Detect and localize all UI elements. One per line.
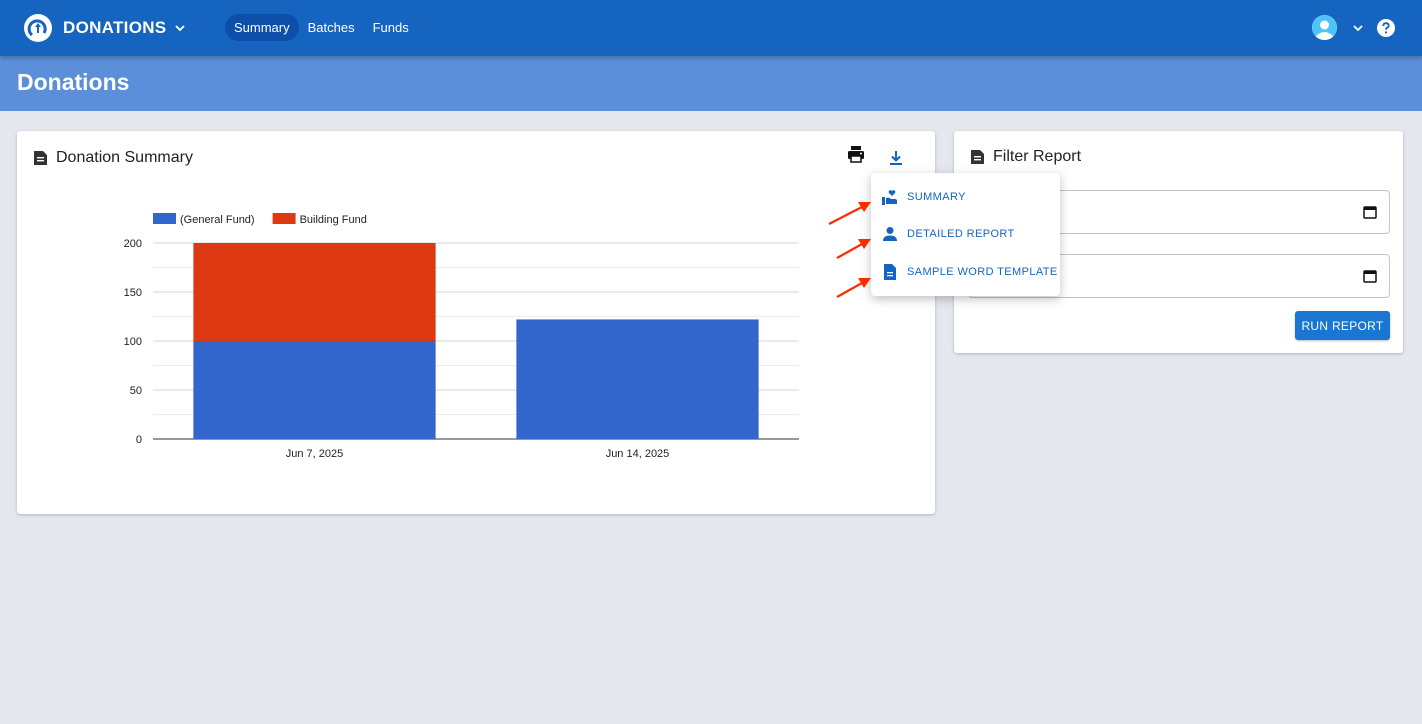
download-menu: SUMMARY DETAILED REPORT SAMPLE WORD TEMP… [871,173,1060,296]
card-title-text: Filter Report [993,148,1082,165]
document-icon [971,150,984,164]
y-tick-label: 50 [130,385,142,397]
user-avatar-icon[interactable] [1312,15,1337,40]
run-report-button[interactable]: RUN REPORT [1295,311,1390,340]
bar-general-fund [193,341,436,439]
church-logo-icon [24,14,52,42]
help-icon[interactable] [1377,19,1395,37]
menu-item-label: DETAILED REPORT [907,228,1015,240]
card-title: Donation Summary [32,149,193,167]
x-tick-label: Jun 7, 2025 [286,448,344,460]
menu-item-label: SUMMARY [907,191,966,203]
y-tick-label: 200 [124,238,142,250]
chevron-down-icon [175,25,186,32]
calendar-icon[interactable] [1363,269,1377,283]
menu-item-label: SAMPLE WORD TEMPLATE [907,266,1058,278]
donation-chart: 0 50 100 150 200 Jun 7, 2025 Jun 14, 2025 (Gene… [124,213,799,460]
legend-label: Building Fund [300,214,367,226]
y-tick-label: 100 [124,336,142,348]
main-nav: Summary Batches Funds [225,14,418,41]
nav-batches[interactable]: Batches [307,20,355,35]
person-icon [883,227,897,241]
x-tick-label: Jun 14, 2025 [606,448,670,460]
nav-summary[interactable]: Summary [225,14,299,41]
menu-item-detailed-report[interactable]: DETAILED REPORT [871,216,1060,252]
page-title: Donations [17,69,130,95]
card-title: Filter Report [969,148,1081,166]
nav-funds[interactable]: Funds [372,20,409,35]
menu-item-sample-word-template[interactable]: SAMPLE WORD TEMPLATE [871,254,1060,290]
app-switcher[interactable]: DONATIONS [23,13,186,43]
y-tick-label: 0 [136,434,142,446]
legend-swatch [272,213,296,224]
chevron-down-icon[interactable] [1352,23,1364,33]
document-icon [34,151,47,165]
donation-summary-card: Donation Summary 0 50 100 150 200 Jun 7, 2025… [17,131,935,514]
brand-name: DONATIONS [63,18,167,37]
bar-general-fund [516,319,759,439]
download-icon[interactable] [886,148,906,168]
menu-item-summary[interactable]: SUMMARY [871,179,1060,215]
bar-building-fund [193,243,436,341]
top-navbar: DONATIONS Summary Batches Funds [0,0,1422,56]
donation-hand-icon [882,190,897,205]
legend-swatch [153,213,176,224]
print-icon[interactable] [846,144,866,164]
calendar-icon[interactable] [1363,205,1377,219]
y-tick-label: 150 [124,287,142,299]
page-header: Donations [0,56,1422,111]
legend-label: (General Fund) [180,214,255,226]
card-title-text: Donation Summary [56,149,193,166]
document-icon [884,264,896,280]
